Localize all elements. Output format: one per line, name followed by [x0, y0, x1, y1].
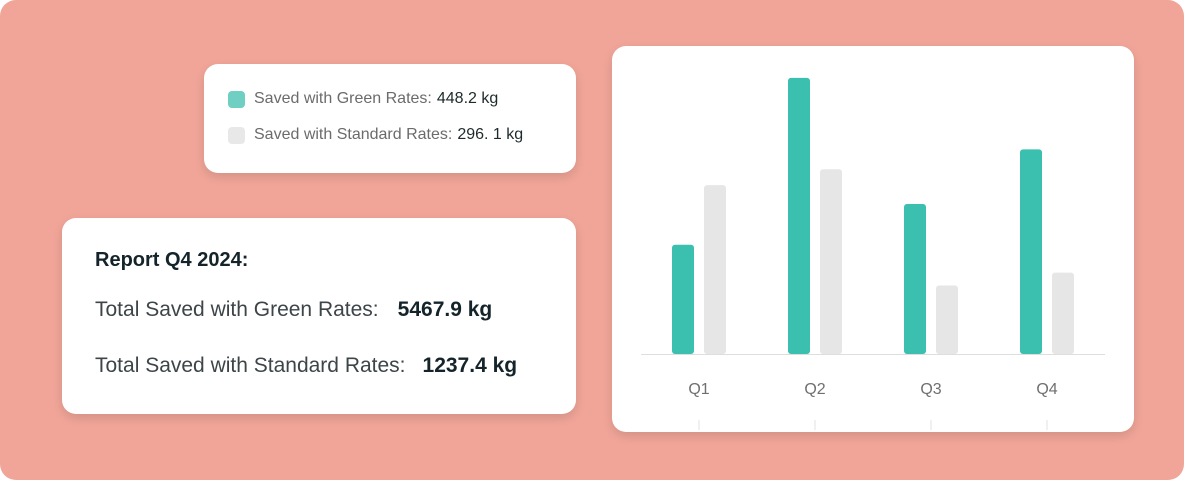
bar-q4-series-1 [1020, 149, 1042, 354]
report-row-green: Total Saved with Green Rates: 5467.9 kg [95, 298, 492, 322]
legend-label-standard: Saved with Standard Rates: [254, 126, 453, 143]
bar-q3-series-2 [936, 285, 958, 354]
bar-q3-series-1 [904, 204, 926, 354]
report-title: Report Q4 2024: [95, 249, 249, 271]
legend-value-standard: 296. 1 kg [457, 126, 524, 143]
legend-item-standard: Saved with Standard Rates: 296. 1 kg [228, 126, 523, 144]
bar-q1-series-2 [704, 185, 726, 354]
bar-q2-series-1 [788, 77, 810, 355]
bar-chart: Q1 Q2 Q3 Q4 [641, 77, 1105, 430]
bar-q1-series-1 [672, 244, 694, 354]
bar-q4-series-2 [1052, 272, 1074, 354]
x-tick-label-q2: Q2 [804, 381, 825, 398]
legend-card: Saved with Green Rates: 448.2 kg Saved w… [204, 64, 576, 173]
chart-card: Q1 Q2 Q3 Q4 [612, 46, 1134, 432]
x-tick-label-q3: Q3 [920, 381, 941, 398]
report-card: Report Q4 2024: Total Saved with Green R… [62, 218, 576, 414]
legend-value-green: 448.2 kg [436, 90, 499, 107]
legend-swatch-standard [228, 126, 245, 144]
legend-swatch-green [228, 90, 245, 108]
legend-item-green: Saved with Green Rates: 448.2 kg [228, 90, 498, 108]
x-tick-label-q1: Q1 [688, 381, 709, 398]
x-tick-label-q4: Q4 [1036, 381, 1057, 398]
report-row-standard: Total Saved with Standard Rates: 1237.4 k… [95, 354, 517, 378]
report-value-green: 5467.9 kg [397, 298, 493, 321]
bar-q2-series-2 [820, 169, 842, 354]
report-value-standard: 1237.4 kg [422, 354, 518, 377]
report-label-standard: Total Saved with Standard Rates: [95, 354, 406, 377]
legend-label-green: Saved with Green Rates: [254, 90, 432, 107]
report-label-green: Total Saved with Green Rates: [95, 298, 379, 321]
